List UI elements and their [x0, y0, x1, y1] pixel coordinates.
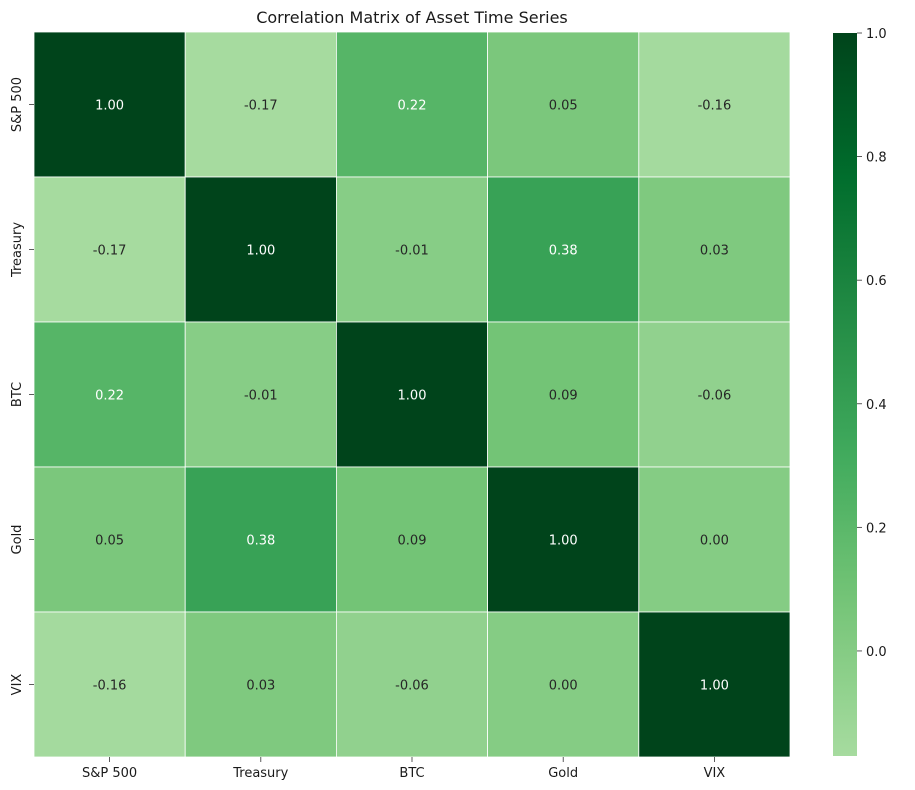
- heatmap-cell-value: 0.09: [549, 389, 578, 404]
- colorbar: [833, 33, 857, 756]
- y-tick-label: BTC: [10, 382, 25, 407]
- colorbar-tick-label: 0.8: [866, 151, 887, 166]
- heatmap-cell: [335, 466, 488, 613]
- y-tick-label: Gold: [10, 525, 25, 555]
- heatmap-cell-value: 0.38: [246, 534, 275, 549]
- heatmap-cell: [487, 466, 640, 613]
- heatmap-cell: [184, 31, 337, 178]
- heatmap-cell-value: -0.16: [93, 679, 127, 694]
- heatmap-cell: [487, 321, 640, 468]
- colorbar-tick-label: 1.0: [866, 27, 887, 42]
- heatmap-cell-value: 0.09: [398, 534, 427, 549]
- colorbar-tick-label: 0.0: [866, 645, 887, 660]
- heatmap-cell: [184, 321, 337, 468]
- heatmap-cell-value: -0.06: [395, 679, 429, 694]
- heatmap-cell-value: -0.16: [698, 99, 732, 114]
- heatmap-cell: [638, 176, 791, 323]
- heatmap-cell-value: -0.01: [244, 389, 278, 404]
- heatmap-cell-value: -0.17: [244, 99, 278, 114]
- heatmap-cell-value: 1.00: [95, 99, 124, 114]
- heatmap-cell-value: 0.03: [246, 679, 275, 694]
- heatmap-cell: [33, 176, 186, 323]
- y-tick-label: S&P 500: [10, 77, 25, 132]
- heatmap-cell: [184, 176, 337, 323]
- x-axis-ticks: S&P 500 Treasury BTC Gold VIX: [82, 757, 725, 781]
- heatmap-cell-value: 1.00: [700, 679, 729, 694]
- heatmap-cell-labels: 1.00 -0.17 0.22 0.05 -0.16 -0.17 1.00 -0.01 0.38…: [93, 99, 731, 694]
- heatmap-cell: [184, 611, 337, 758]
- heatmap-cell-value: 0.00: [700, 534, 729, 549]
- heatmap-cell-value: 0.03: [700, 244, 729, 259]
- heatmap-cell-value: 1.00: [398, 389, 427, 404]
- heatmap-cell: [638, 31, 791, 178]
- x-tick-label: Treasury: [232, 766, 288, 781]
- heatmap-cell-value: 0.05: [549, 99, 578, 114]
- x-tick-label: VIX: [704, 766, 726, 781]
- heatmap-cell-value: -0.01: [395, 244, 429, 259]
- colorbar-tick-label: 0.6: [866, 274, 887, 289]
- x-tick-label: BTC: [399, 766, 424, 781]
- heatmap-cell-value: 1.00: [549, 534, 578, 549]
- y-axis-ticks: S&P 500 Treasury BTC Gold VIX: [10, 77, 34, 695]
- y-tick-label: VIX: [10, 674, 25, 696]
- heatmap-cell: [638, 611, 791, 758]
- heatmap-cells: [33, 31, 791, 758]
- colorbar-tick-label: 0.4: [866, 398, 887, 413]
- heatmap-cell: [335, 176, 488, 323]
- heatmap-cell: [335, 31, 488, 178]
- x-tick-label: Gold: [548, 766, 578, 781]
- heatmap-cell-value: -0.17: [93, 244, 127, 259]
- heatmap-cell-value: 0.00: [549, 679, 578, 694]
- x-tick-label: S&P 500: [82, 766, 137, 781]
- heatmap-cell-value: 0.38: [549, 244, 578, 259]
- heatmap-cell: [487, 31, 640, 178]
- heatmap-cell: [33, 31, 186, 178]
- heatmap-cell: [638, 466, 791, 613]
- heatmap-cell-value: 0.22: [398, 99, 427, 114]
- y-tick-label: Treasury: [10, 222, 25, 278]
- chart-title: Correlation Matrix of Asset Time Series: [256, 8, 568, 27]
- colorbar-ticks: 0.0 0.2 0.4 0.6 0.8 1.0: [857, 27, 887, 660]
- heatmap-cell-value: 0.22: [95, 389, 124, 404]
- heatmap-cell: [33, 611, 186, 758]
- colorbar-tick-label: 0.2: [866, 521, 887, 536]
- heatmap-cell-value: 1.00: [246, 244, 275, 259]
- heatmap-cell: [335, 611, 488, 758]
- heatmap-cell: [638, 321, 791, 468]
- heatmap-cell: [184, 466, 337, 613]
- heatmap-cell: [335, 321, 488, 468]
- heatmap-cell-value: 0.05: [95, 534, 124, 549]
- heatmap-cell-value: -0.06: [698, 389, 732, 404]
